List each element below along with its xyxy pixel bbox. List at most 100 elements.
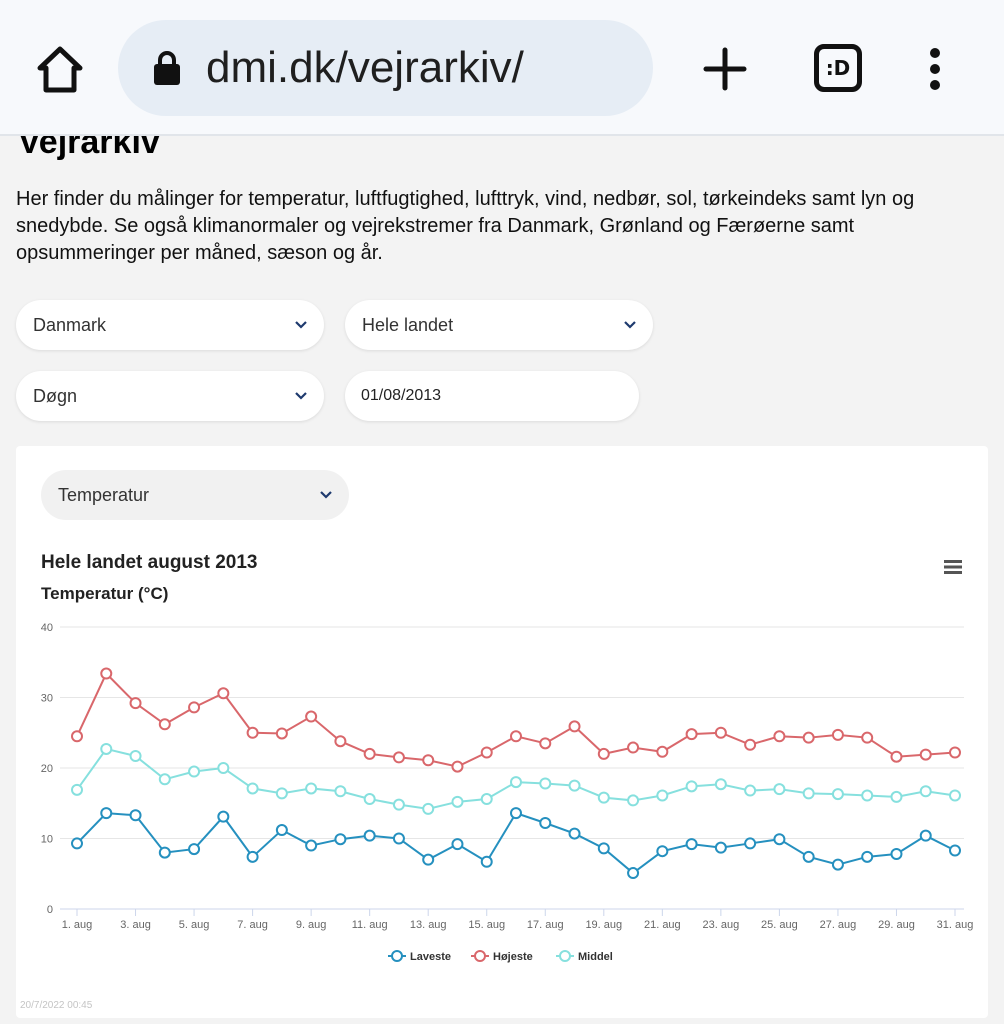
data-point	[802, 787, 815, 800]
data-point	[305, 782, 318, 795]
series-line-hojeste	[76, 671, 956, 768]
data-point	[334, 785, 347, 798]
period-select[interactable]: Døgn	[16, 371, 324, 421]
data-point	[246, 782, 259, 795]
data-point	[597, 747, 610, 760]
chart-title: Hele landet august 2013	[41, 552, 257, 573]
data-point	[861, 731, 874, 744]
tab-switcher-label: :D	[825, 56, 851, 80]
data-point	[597, 842, 610, 855]
data-point	[305, 710, 318, 723]
data-point	[422, 802, 435, 815]
new-tab-button[interactable]	[700, 44, 750, 94]
x-tick-label: 21. aug	[644, 919, 681, 931]
data-point	[714, 841, 727, 854]
x-tick-label: 25. aug	[761, 919, 798, 931]
chevron-down-icon	[320, 491, 332, 499]
data-point	[831, 788, 844, 801]
x-tick-label: 7. aug	[237, 919, 268, 931]
y-tick-label: 40	[41, 622, 53, 634]
legend-item-hojeste[interactable]: Højeste	[471, 950, 533, 963]
country-select-value: Danmark	[33, 315, 107, 335]
data-point	[129, 750, 142, 763]
region-select[interactable]: Hele landet	[345, 300, 653, 350]
data-point	[246, 850, 259, 863]
data-point	[949, 844, 961, 857]
hamburger-icon	[944, 560, 962, 574]
address-bar[interactable]: dmi.dk/vejrarkiv/	[118, 20, 653, 116]
data-point	[831, 728, 844, 741]
region-select-value: Hele landet	[362, 315, 454, 335]
chevron-down-icon	[624, 321, 636, 329]
home-icon	[37, 46, 83, 93]
x-tick-label: 3. aug	[120, 919, 151, 931]
data-point	[275, 787, 288, 800]
data-point	[158, 846, 171, 859]
data-point	[275, 727, 288, 740]
legend-label: Middel	[578, 951, 613, 963]
data-point	[568, 720, 581, 733]
data-point	[539, 816, 552, 829]
date-input-value: 01/08/2013	[361, 387, 442, 404]
data-point	[451, 795, 464, 808]
chart-timestamp: 20/7/2022 00:45	[20, 1000, 93, 1011]
overflow-menu-button[interactable]	[920, 44, 950, 94]
date-input[interactable]: 01/08/2013	[345, 371, 639, 421]
data-point	[627, 794, 640, 807]
y-tick-label: 10	[41, 834, 53, 846]
x-tick-label: 17. aug	[527, 919, 564, 931]
data-point	[71, 730, 83, 743]
data-point	[861, 789, 874, 802]
data-point	[334, 833, 347, 846]
data-point	[71, 837, 83, 850]
country-select[interactable]: Danmark	[16, 300, 324, 350]
data-point	[158, 773, 171, 786]
y-tick-label: 30	[41, 693, 53, 705]
legend-item-laveste[interactable]: Laveste	[388, 950, 451, 963]
data-point	[919, 748, 932, 761]
data-point	[919, 829, 932, 842]
x-tick-label: 15. aug	[468, 919, 505, 931]
series-hojeste	[71, 667, 961, 773]
data-point	[129, 697, 142, 710]
chart-grid	[60, 626, 964, 910]
data-point	[129, 809, 142, 822]
series-middel	[71, 742, 961, 815]
chart-menu-button[interactable]	[938, 554, 968, 580]
chart-legend: Laveste Højeste Middel	[388, 950, 613, 963]
data-point	[422, 754, 435, 767]
lock-icon	[154, 51, 180, 85]
legend-label: Laveste	[410, 951, 451, 963]
x-tick-label: 29. aug	[878, 919, 915, 931]
data-point	[714, 778, 727, 791]
home-button[interactable]	[30, 40, 90, 100]
data-point	[656, 745, 669, 758]
x-tick-label: 1. aug	[62, 919, 93, 931]
data-point	[773, 833, 786, 846]
data-point	[217, 687, 230, 700]
tab-switcher-button[interactable]: :D	[814, 44, 862, 92]
data-point	[100, 807, 113, 820]
data-point	[422, 853, 435, 866]
data-point	[451, 838, 464, 851]
data-point	[188, 765, 201, 778]
data-point	[451, 760, 464, 773]
series-line-laveste	[76, 811, 956, 875]
chart-series	[71, 667, 961, 880]
data-point	[656, 845, 669, 858]
data-point	[802, 850, 815, 863]
data-point	[744, 837, 757, 850]
series-laveste	[71, 807, 961, 880]
y-tick-label: 0	[47, 904, 53, 916]
data-point	[685, 780, 698, 793]
x-tick-label: 27. aug	[820, 919, 857, 931]
data-point	[100, 667, 113, 680]
legend-item-middel[interactable]: Middel	[556, 950, 613, 963]
data-point	[949, 746, 961, 759]
data-point	[217, 762, 230, 774]
x-tick-label: 31. aug	[937, 919, 974, 931]
data-point	[246, 726, 259, 739]
x-tick-label: 11. aug	[352, 919, 388, 931]
chevron-down-icon	[295, 392, 307, 400]
metric-select[interactable]: Temperatur	[41, 470, 349, 520]
